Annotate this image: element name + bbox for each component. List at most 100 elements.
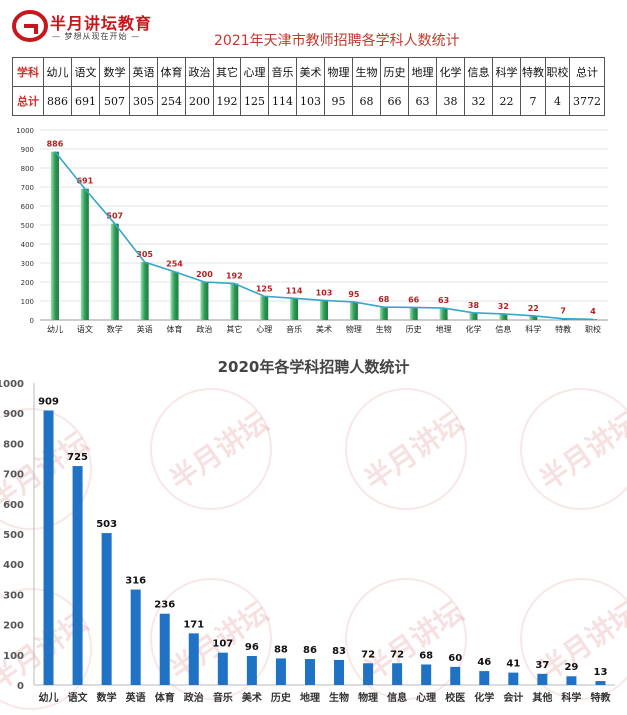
- bar: [101, 533, 112, 685]
- y-tick-label: 0: [30, 317, 34, 325]
- logo-slogan-text: — 梦想从现在开始 —: [52, 32, 141, 41]
- data-label: 86: [303, 645, 317, 656]
- logo-brand-text: 半月讲坛教育: [50, 14, 153, 33]
- subject-cell: 政治: [185, 57, 214, 87]
- data-label: 691: [76, 177, 93, 186]
- x-tick-label: 其他: [532, 691, 552, 704]
- x-tick-label: 化学: [465, 324, 481, 334]
- bar: [260, 296, 269, 320]
- data-label: 125: [256, 284, 273, 293]
- total-row-label: 总计: [12, 86, 44, 116]
- subject-row: 学科 幼儿 语文 数学 英语 体育 政治 其它 心理 音乐 美术 物理 生物 历史 地理 化学 信息 科学 特教职…: [12, 57, 605, 87]
- data-label: 103: [316, 288, 333, 297]
- watermark: 半月讲坛: [150, 388, 274, 510]
- chart-2021-title: 2021年天津市教师招聘各学科人数统计: [214, 33, 460, 49]
- data-label: 200: [196, 270, 213, 279]
- data-label: 507: [106, 212, 123, 221]
- subject-cell: 幼儿: [43, 57, 72, 87]
- total-cell: 4: [545, 86, 570, 116]
- watermark: 半月讲坛: [520, 578, 627, 700]
- bar: [130, 589, 141, 685]
- x-tick-label: 科学: [561, 691, 581, 704]
- watermark: 半月讲坛: [345, 388, 469, 510]
- bar: [334, 659, 345, 685]
- bar: [421, 664, 432, 685]
- bar: [379, 307, 388, 320]
- total-cell: 125: [240, 86, 269, 116]
- data-label: 68: [378, 295, 390, 304]
- x-tick-label: 职校: [585, 324, 601, 334]
- bar: [50, 151, 59, 320]
- bar: [304, 659, 315, 685]
- x-tick-label: 生物: [329, 691, 349, 704]
- data-label: 909: [38, 396, 59, 407]
- subject-cell: 总计: [569, 57, 605, 87]
- data-label: 316: [125, 576, 146, 587]
- x-tick-label: 体育: [167, 324, 183, 334]
- y-tick-label: 900: [21, 146, 34, 154]
- data-label: 68: [419, 650, 433, 661]
- chart-2020-title: 2020年各学科招聘人数统计: [217, 358, 410, 376]
- subject-cell: 生物: [352, 57, 381, 87]
- x-tick-label: 英语: [137, 324, 153, 334]
- subject-cell: 语文: [71, 57, 100, 87]
- x-tick-label: 数学: [107, 324, 123, 334]
- total-cell: 68: [352, 86, 381, 116]
- subject-cell: 英语: [129, 57, 158, 87]
- bar: [246, 656, 257, 685]
- data-label: 254: [166, 260, 183, 269]
- bar: [159, 613, 170, 685]
- data-label: 886: [47, 140, 64, 149]
- x-tick-label: 科学: [525, 324, 541, 334]
- data-label: 88: [274, 644, 288, 655]
- total-cell: 254: [157, 86, 186, 116]
- data-label: 83: [332, 646, 346, 657]
- data-label: 32: [498, 302, 509, 311]
- total-cell: 305: [129, 86, 158, 116]
- bar: [409, 307, 418, 320]
- x-tick-label: 会计: [503, 691, 523, 704]
- bar: [170, 271, 179, 320]
- brand-logo: 半月讲坛教育 — 梦想从现在开始 —: [12, 8, 162, 48]
- total-cell: 7: [520, 86, 546, 116]
- subject-cell: 物理: [324, 57, 353, 87]
- x-tick-label: 特教: [590, 691, 611, 704]
- data-label: 503: [96, 519, 117, 530]
- bar: [43, 410, 54, 685]
- data-label: 29: [564, 662, 578, 673]
- total-cell: 114: [268, 86, 297, 116]
- x-tick-label: 生物: [376, 324, 392, 334]
- subject-cell: 科学: [492, 57, 521, 87]
- summary-table: 学科 幼儿 语文 数学 英语 体育 政治 其它 心理 音乐 美术 物理 生物 历史 地理 化学 信息 科学 特教职…: [12, 57, 605, 116]
- chart-2021: 0 100 200 300 400 500 600 700 800 900 1000 886 幼儿 691…: [16, 127, 608, 334]
- bar: [499, 313, 508, 320]
- x-tick-label: 政治: [184, 691, 204, 704]
- total-cell: 691: [71, 86, 100, 116]
- data-label: 22: [528, 304, 539, 313]
- y-tick-label: 500: [3, 530, 24, 541]
- x-tick-label: 音乐: [286, 324, 302, 334]
- y-tick-label: 200: [3, 621, 24, 632]
- data-label: 7: [560, 307, 566, 316]
- bar: [275, 658, 286, 685]
- x-tick-label: 地理: [436, 324, 452, 334]
- y-tick-label: 600: [21, 203, 34, 211]
- y-tick-label: 100: [21, 298, 34, 306]
- y-tick-label: 100: [3, 651, 24, 662]
- data-label: 171: [183, 619, 204, 630]
- bar: [217, 652, 228, 685]
- x-tick-label: 校医: [445, 691, 465, 704]
- total-cell: 200: [185, 86, 214, 116]
- subject-cell: 心理: [240, 57, 269, 87]
- bar: [290, 298, 299, 320]
- watermark: 半月讲坛: [345, 578, 469, 700]
- bar: [439, 308, 448, 320]
- bar: [188, 633, 199, 685]
- y-tick-label: 500: [21, 222, 34, 230]
- x-tick-label: 特教: [555, 324, 571, 334]
- total-cell: 3772: [569, 86, 605, 116]
- data-label: 37: [535, 660, 549, 671]
- data-label: 41: [506, 659, 520, 670]
- subject-row-label: 学科: [12, 57, 44, 87]
- y-tick-label: 200: [21, 279, 34, 287]
